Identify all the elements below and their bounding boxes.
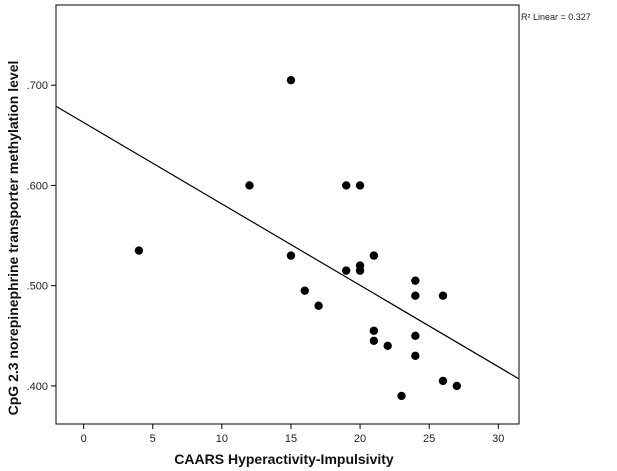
x-tick-label: 15 (285, 433, 297, 445)
fit-line-group (55, 105, 520, 380)
data-point (452, 381, 462, 391)
y-axis-ticks: .400 .500 .600 .700 (27, 80, 56, 393)
data-point (134, 246, 144, 255)
data-point (438, 376, 448, 386)
data-point (411, 351, 420, 361)
r-squared-annotation: R² Linear = 0.327 (521, 12, 591, 22)
data-point (286, 251, 296, 260)
x-axis-title: CAARS Hyperactivity-Impulsivity (174, 451, 394, 467)
linear-fit-line (55, 105, 520, 380)
data-point (438, 291, 448, 300)
x-tick-label: 25 (423, 433, 435, 445)
data-point (355, 266, 365, 275)
x-tick-label: 20 (354, 433, 366, 445)
data-point (286, 75, 296, 85)
data-point (369, 326, 379, 335)
y-tick-label: .700 (27, 80, 48, 92)
data-points (134, 75, 462, 401)
data-point (369, 251, 379, 260)
data-point (300, 286, 309, 295)
data-point (383, 341, 392, 351)
data-point (245, 181, 254, 190)
x-tick-label: 5 (150, 433, 156, 445)
data-point (411, 331, 420, 340)
y-axis-title: CpG 2.3 norepinephrine transporter methy… (5, 61, 21, 416)
data-point (355, 181, 365, 190)
x-tick-label: 10 (216, 433, 228, 445)
x-tick-label: 30 (492, 433, 504, 445)
plot-frame (55, 4, 520, 425)
x-axis-ticks: 0 5 10 15 20 25 30 (81, 424, 504, 445)
data-point (411, 291, 420, 300)
data-point (369, 336, 379, 346)
x-tick-label: 0 (81, 433, 87, 445)
data-point (397, 391, 406, 401)
y-tick-label: .500 (27, 281, 48, 293)
y-tick-label: .600 (27, 180, 48, 192)
data-point (342, 266, 351, 275)
data-point (342, 181, 351, 190)
y-tick-label: .400 (27, 381, 48, 393)
data-point (314, 301, 323, 310)
data-point (411, 276, 420, 285)
